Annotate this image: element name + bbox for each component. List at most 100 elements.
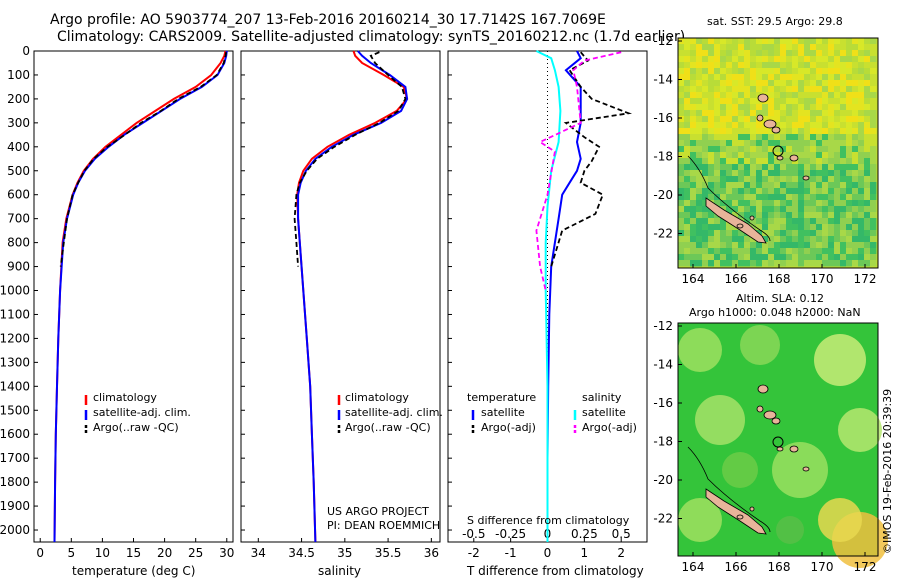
sst-pixel (858, 44, 865, 51)
sst-pixel (798, 68, 805, 75)
sst-pixel (798, 260, 805, 267)
sst-pixel (768, 104, 775, 111)
sst-pixel (846, 218, 853, 225)
sst-pixel (858, 98, 865, 105)
temp-tick-label: 20 (157, 546, 172, 560)
sst-pixel (852, 104, 859, 111)
sst-pixel (852, 86, 859, 93)
sst-pixel (708, 212, 715, 219)
sst-pixel (684, 260, 691, 267)
sst-pixel (852, 62, 859, 69)
sst-pixel (774, 230, 781, 237)
sst-pixel (828, 110, 835, 117)
sst-pixel (726, 56, 733, 63)
t-diff-tick-label: 0 (544, 546, 552, 560)
sst-pixel (870, 50, 877, 57)
reef-outline (687, 155, 771, 242)
sst-pixel (786, 98, 793, 105)
sst-pixel (684, 230, 691, 237)
sst-pixel (828, 116, 835, 123)
sst-pixel (762, 194, 769, 201)
sst-pixel (816, 242, 823, 249)
sst-pixel (864, 254, 871, 261)
depth-tick-label: 100 (7, 68, 30, 82)
sst-pixel (690, 80, 697, 87)
sst-pixel (696, 242, 703, 249)
sst-ytick-label: -22 (653, 227, 673, 241)
sst-pixel (858, 74, 865, 81)
sst-pixel (714, 110, 721, 117)
sst-pixel (726, 92, 733, 99)
sst-pixel (810, 80, 817, 87)
sst-pixel (732, 86, 739, 93)
sst-pixel (726, 104, 733, 111)
sst-pixel (720, 50, 727, 57)
sst-pixel (792, 110, 799, 117)
sst-pixel (864, 188, 871, 195)
sst-pixel (780, 254, 787, 261)
sst-pixel (834, 230, 841, 237)
sst-pixel (804, 98, 811, 105)
sst-pixel (696, 188, 703, 195)
sst-pixel (708, 38, 715, 45)
sst-pixel (822, 140, 829, 147)
sst-pixel (864, 80, 871, 87)
sst-pixel (852, 248, 859, 255)
sst-pixel (762, 110, 769, 117)
sst-pixel (810, 170, 817, 177)
sst-pixel (786, 176, 793, 183)
sst-pixel (810, 224, 817, 231)
sst-pixel (774, 110, 781, 117)
sst-pixel (846, 200, 853, 207)
sst-pixel (708, 62, 715, 69)
sst-pixel (702, 242, 709, 249)
sst-pixel (816, 80, 823, 87)
sst-pixel (804, 44, 811, 51)
sst-pixel (858, 38, 865, 45)
sst-pixel (816, 188, 823, 195)
sst-pixel (726, 164, 733, 171)
sst-pixel (804, 212, 811, 219)
sst-pixel (822, 116, 829, 123)
sst-pixel (726, 260, 733, 267)
sst-pixel (786, 146, 793, 153)
sst-pixel (870, 224, 877, 231)
sst-pixel (780, 68, 787, 75)
vanuatu-island (749, 215, 755, 221)
sst-pixel (690, 50, 697, 57)
sst-pixel (828, 74, 835, 81)
sst-pixel (678, 182, 685, 189)
sst-pixel (774, 86, 781, 93)
sst-pixel (684, 122, 691, 129)
sst-pixel (840, 164, 847, 171)
sst-pixel (750, 38, 757, 45)
sst-pixel (750, 50, 757, 57)
sst-ytick-label: -14 (653, 73, 673, 87)
sla-map-frame (677, 322, 879, 557)
sst-pixel (822, 230, 829, 237)
sst-pixel (840, 140, 847, 147)
sst-pixel (756, 194, 763, 201)
sst-pixel (732, 80, 739, 87)
sst-pixel (714, 182, 721, 189)
sst-pixel (690, 56, 697, 63)
sst-pixel (810, 188, 817, 195)
new-caledonia-island (705, 197, 767, 244)
sst-pixel (774, 194, 781, 201)
sst-pixel (708, 260, 715, 267)
sst-pixel (702, 62, 709, 69)
sst-pixel (810, 200, 817, 207)
sst-pixel (714, 74, 721, 81)
vanuatu-island (763, 410, 777, 420)
sst-pixel (858, 194, 865, 201)
sst-pixel (726, 134, 733, 141)
sst-pixel (720, 110, 727, 117)
sst-pixel (864, 218, 871, 225)
sst-pixel (816, 110, 823, 117)
sst-pixel (816, 116, 823, 123)
sst-pixel (852, 176, 859, 183)
sst-pixel (702, 140, 709, 147)
sst-pixel (804, 194, 811, 201)
sst-pixel (678, 50, 685, 57)
